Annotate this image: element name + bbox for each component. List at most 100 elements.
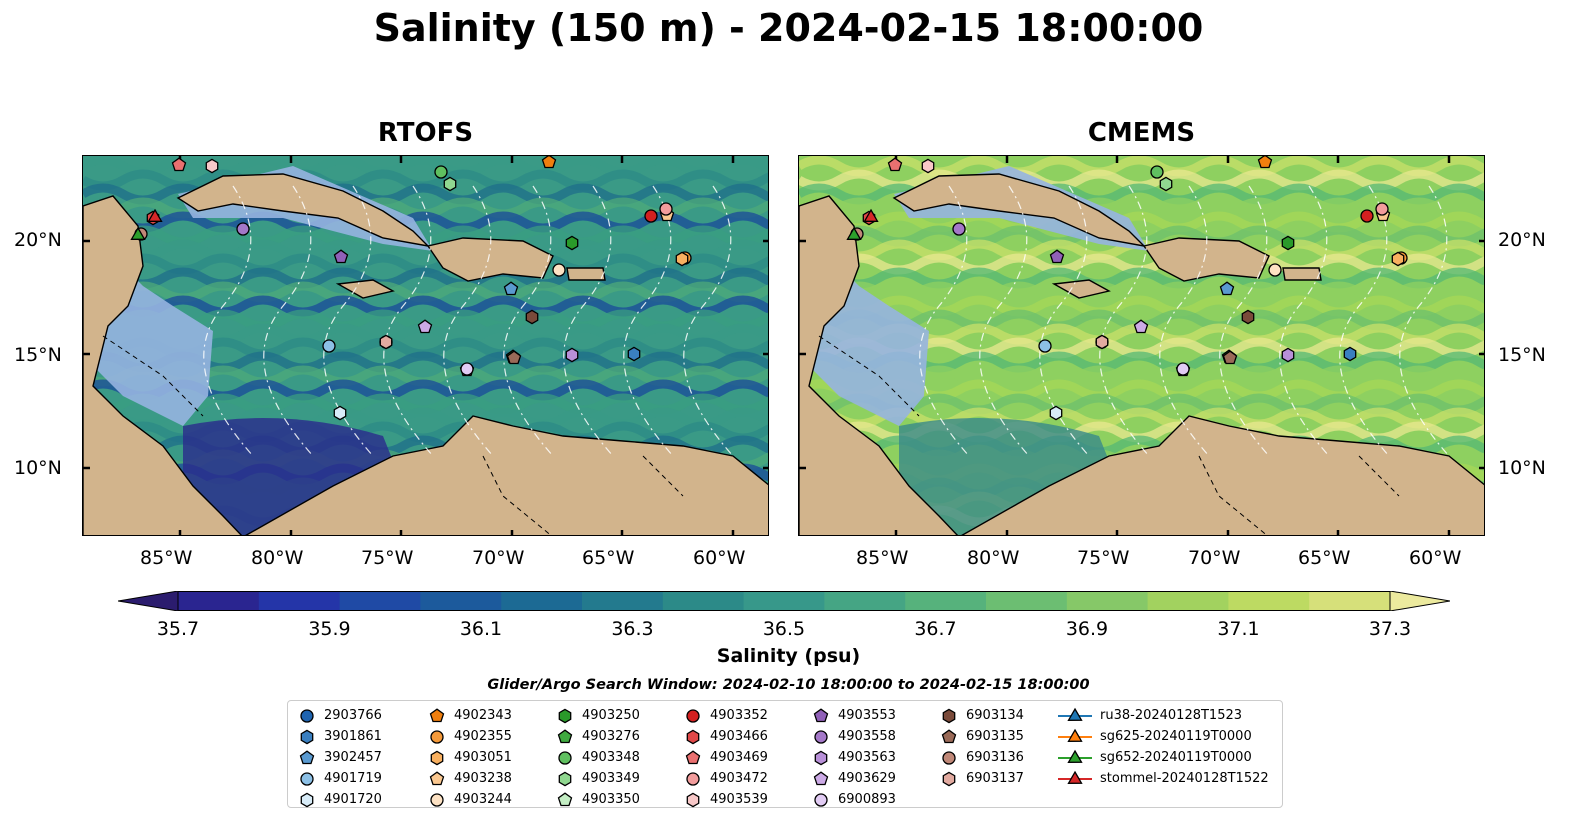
- legend-column: 4902343 4902355 4903051 4903238 4903244: [428, 705, 512, 810]
- lat-label-left-10: 10°N: [14, 457, 62, 479]
- legend-column: 4903352 4903466 4903469 4903472 4903539: [684, 705, 768, 810]
- lon-label-b-85: 85°W: [856, 547, 909, 569]
- triangle-line-marker-icon: [1058, 770, 1092, 784]
- legend-entry: 4903352: [684, 705, 768, 726]
- lon-label-a-75: 75°W: [361, 547, 414, 569]
- pentagon-marker-icon: [813, 707, 829, 722]
- circle-marker-icon: [430, 792, 444, 807]
- salinity-band: [83, 225, 768, 247]
- colorbar-tick-label: 35.9: [308, 618, 351, 640]
- eddy-contour: [1159, 185, 1210, 457]
- legend-entry-label: 4901720: [324, 792, 382, 807]
- country-borders: [102, 335, 684, 535]
- lon-label-b-80: 80°W: [967, 547, 1020, 569]
- legend-entry-label: 4903469: [710, 750, 768, 765]
- panel-title-cmems: CMEMS: [1087, 118, 1196, 148]
- hexagon-marker-icon: [300, 729, 314, 744]
- lon-label-a-60: 60°W: [693, 547, 746, 569]
- colorbar-tick-label: 35.7: [156, 618, 200, 640]
- colorbar-segment: [986, 591, 1068, 611]
- eddy-contour: [443, 185, 494, 457]
- legend-entry: 3901861: [298, 726, 382, 747]
- legend-entry-label: 4902355: [454, 729, 512, 744]
- eddy-contour: [623, 185, 674, 457]
- legend-entry: 4903250: [556, 705, 640, 726]
- lat-label-right-20: 20°N: [1498, 229, 1546, 251]
- circle-marker-icon: [942, 750, 956, 765]
- colorbar-segment: [178, 591, 260, 611]
- salinity-band: [83, 295, 768, 317]
- legend-entry-label: 4903472: [710, 771, 768, 786]
- legend-entry-label: 2903766: [324, 708, 382, 723]
- colorbar-segment: [258, 591, 341, 611]
- lat-label-right-10: 10°N: [1498, 457, 1546, 479]
- salinity-band: [799, 169, 1484, 191]
- land-mass: [1142, 237, 1270, 282]
- salinity-band: [83, 393, 768, 415]
- lon-label-b-65: 65°W: [1298, 547, 1351, 569]
- legend-entry: 4903350: [556, 789, 640, 810]
- eddy-contour: [683, 185, 734, 457]
- legend-entry: stommel-20240128T1522: [1058, 768, 1269, 789]
- legend-entry-label: 4903539: [710, 792, 768, 807]
- land-mass: [426, 237, 554, 282]
- legend-entry: sg652-20240119T0000: [1058, 747, 1269, 768]
- colorbar-max-arrow: [1389, 591, 1450, 611]
- salinity-band: [83, 211, 768, 233]
- land-mass: [1051, 279, 1111, 299]
- salinity-band: [799, 309, 1484, 331]
- salinity-band: [799, 393, 1484, 415]
- colorbar-segment: [662, 591, 745, 611]
- hexagon-marker-icon: [942, 771, 956, 786]
- legend-entry: 4903629: [812, 768, 896, 789]
- legend-entry-label: sg652-20240119T0000: [1100, 750, 1252, 765]
- salinity-band: [83, 267, 768, 289]
- legend-entry: 4903563: [812, 747, 896, 768]
- legend-entry: 6903136: [940, 747, 1024, 768]
- circle-marker-icon: [686, 708, 700, 723]
- legend-entry-label: 4903629: [838, 771, 896, 786]
- legend-entry-label: 6903135: [966, 729, 1024, 744]
- map-panel-cmems[interactable]: [798, 155, 1485, 536]
- legend-entry: 3902457: [298, 747, 382, 768]
- land-mass: [245, 415, 768, 535]
- colorbar-segment: [339, 591, 421, 611]
- hexagon-marker-icon: [942, 708, 956, 723]
- salinity-band: [83, 309, 768, 331]
- legend: 2903766 3901861 3902457 4901719 4901720 49023…: [287, 700, 1283, 808]
- legend-entry: 4903238: [428, 768, 512, 789]
- legend-entry-label: 4903553: [838, 708, 896, 723]
- country-borders: [818, 335, 1400, 535]
- circle-marker-icon: [300, 771, 314, 786]
- legend-entry-label: 6903134: [966, 708, 1024, 723]
- map-canvas: [799, 156, 1484, 535]
- triangle-line-marker-icon: [1058, 728, 1092, 742]
- hexagon-marker-icon: [558, 708, 572, 723]
- legend-entry-label: ru38-20240128T1523: [1100, 708, 1243, 723]
- hexagon-marker-icon: [814, 750, 828, 765]
- colorbar-tick-label: 36.9: [1065, 618, 1109, 640]
- colorbar-tick-label: 37.3: [1368, 618, 1412, 640]
- legend-entry: 2903766: [298, 705, 382, 726]
- pentagon-marker-icon: [685, 749, 701, 764]
- colorbar-segment: [824, 591, 906, 611]
- hexagon-marker-icon: [300, 792, 314, 807]
- eddy-contour: [203, 185, 254, 457]
- legend-entry: 4903349: [556, 768, 640, 789]
- lat-label-left-15: 15°N: [14, 344, 62, 366]
- colorbar: [118, 591, 1450, 611]
- legend-entry: 6903137: [940, 768, 1024, 789]
- legend-column: 6903134 6903135 6903136 6903137: [940, 705, 1024, 789]
- low-salinity-patch: [899, 418, 1119, 535]
- eddy-contour: [1339, 185, 1390, 457]
- lon-label-b-60: 60°W: [1409, 547, 1462, 569]
- eddy-contour: [503, 185, 554, 457]
- legend-entry-label: 4903558: [838, 729, 896, 744]
- pentagon-marker-icon: [429, 770, 445, 785]
- legend-entry-label: 4903348: [582, 750, 640, 765]
- colorbar-tick-label: 36.5: [762, 618, 806, 640]
- legend-entry-label: 4903466: [710, 729, 768, 744]
- map-panel-rtofs[interactable]: [82, 155, 769, 536]
- legend-entry: 4901719: [298, 768, 382, 789]
- lon-label-a-65: 65°W: [582, 547, 635, 569]
